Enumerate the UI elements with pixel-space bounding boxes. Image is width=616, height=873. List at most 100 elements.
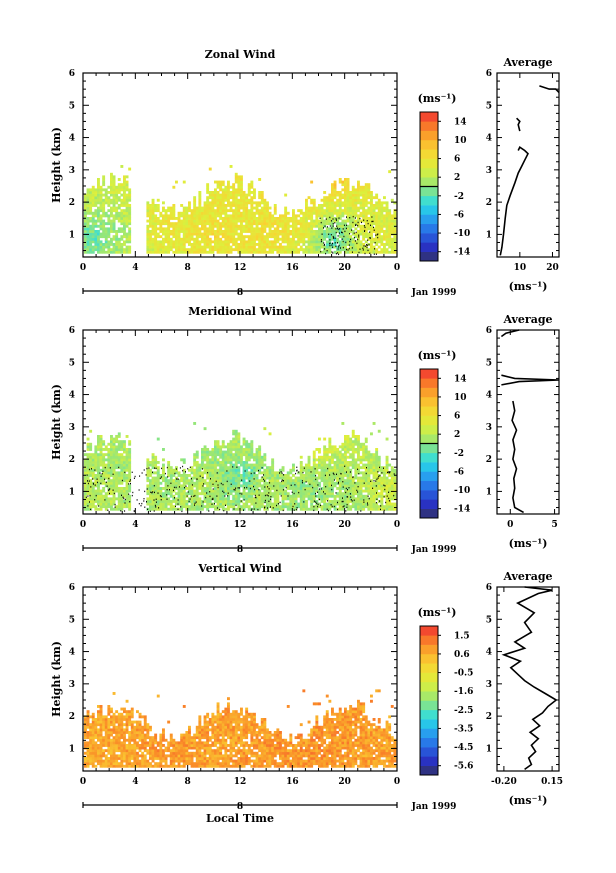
heatmap-cell (193, 497, 197, 501)
heatmap-cell (156, 500, 160, 503)
heatmap-cell (188, 222, 191, 226)
contour-dot (342, 246, 344, 249)
heatmap-cell (110, 206, 113, 210)
heatmap-cell (162, 476, 165, 480)
contour-dot (338, 217, 340, 219)
heatmap-cell (323, 507, 327, 511)
heatmap-cell (110, 463, 113, 467)
heatmap-cell (107, 240, 111, 244)
heatmap-cell (234, 489, 238, 493)
heatmap-cell (245, 484, 249, 488)
heatmap-cell (258, 489, 262, 493)
heatmap-cell (169, 484, 173, 488)
heatmap-cell (169, 240, 173, 244)
heatmap-cell (362, 455, 366, 459)
heatmap-cell (346, 484, 350, 488)
heatmap-cell (115, 235, 119, 239)
heatmap-cell (182, 209, 186, 213)
heatmap-cell (390, 250, 394, 254)
heatmap-cell (198, 505, 202, 509)
heatmap-cell (211, 224, 215, 228)
heatmap-cell (203, 219, 207, 223)
heatmap-cell (94, 492, 98, 496)
heatmap-cell (162, 505, 165, 509)
heatmap-cell (284, 211, 288, 215)
heatmap-cell (375, 489, 379, 493)
heatmap-cell (286, 211, 290, 215)
heatmap-cell (193, 455, 197, 459)
heatmap-cell (102, 463, 106, 467)
heatmap-cell (86, 453, 90, 457)
heatmap-cell (107, 461, 111, 464)
heatmap-cell (120, 230, 124, 233)
heatmap-cell (125, 248, 129, 252)
heatmap-cell (203, 232, 207, 236)
heatmap-cell (211, 463, 215, 467)
heatmap-cell (364, 437, 368, 441)
heatmap-cell (341, 243, 345, 246)
heatmap-cell (338, 178, 342, 181)
heatmap-cell (97, 492, 100, 496)
heatmap-cell (245, 494, 249, 498)
heatmap-cell (214, 471, 217, 475)
heatmap-cell (271, 219, 275, 223)
heatmap-cell (344, 497, 347, 501)
heatmap-cell (385, 484, 389, 488)
heatmap-cell (380, 505, 384, 509)
heatmap-cell (310, 505, 314, 509)
heatmap-cell (229, 214, 233, 218)
heatmap-cell (224, 471, 228, 475)
heatmap-cell (102, 204, 106, 207)
heatmap-cell (188, 201, 191, 205)
contour-dot (340, 247, 341, 249)
heatmap-cell (234, 445, 238, 449)
heatmap-cell (357, 481, 360, 485)
heatmap-cell (216, 442, 220, 446)
contour-dot (366, 244, 367, 246)
heatmap-cell (234, 429, 238, 433)
heatmap-cell (333, 191, 337, 194)
heatmap-cell (117, 204, 121, 207)
heatmap-cell (146, 219, 150, 223)
heatmap-cell (234, 245, 238, 249)
heatmap-cell (260, 250, 264, 254)
heatmap-cell (91, 227, 95, 231)
heatmap-cell (273, 232, 277, 236)
heatmap-cell (336, 222, 340, 226)
heatmap-cell (331, 474, 334, 477)
heatmap-cell (203, 240, 207, 244)
heatmap-cell (221, 248, 225, 252)
heatmap-cell (123, 204, 126, 207)
heatmap-cell (357, 440, 360, 444)
heatmap-cell (185, 235, 189, 239)
heatmap-cell (333, 185, 337, 189)
heatmap-cell (167, 500, 171, 503)
contour-dot (371, 220, 373, 223)
heatmap-cell (318, 237, 321, 241)
contour-dot (334, 242, 336, 244)
heatmap-cell (234, 479, 238, 483)
heatmap-cell (159, 227, 163, 231)
heatmap-cell (182, 468, 186, 472)
heatmap-cell (253, 240, 256, 244)
heatmap-cell (258, 505, 262, 509)
heatmap-cell (372, 505, 376, 509)
heatmap-cell (216, 214, 220, 218)
heatmap-cell (240, 217, 243, 220)
heatmap-cell (338, 479, 342, 483)
heatmap-cell (305, 204, 308, 207)
heatmap-cell (323, 235, 327, 239)
heatmap-cell (294, 245, 298, 249)
heatmap-cell (367, 461, 371, 464)
heatmap-cell (115, 437, 119, 441)
heatmap-cell (268, 497, 272, 501)
heatmap-cell (110, 222, 113, 226)
heatmap-cell (375, 461, 379, 464)
heatmap-cell (338, 214, 342, 218)
heatmap-cell (247, 455, 251, 459)
heatmap-cell (224, 222, 228, 226)
heatmap-cell (315, 222, 319, 226)
heatmap-cell (346, 476, 350, 480)
heatmap-cell (112, 487, 116, 490)
heatmap-cell (164, 481, 168, 485)
